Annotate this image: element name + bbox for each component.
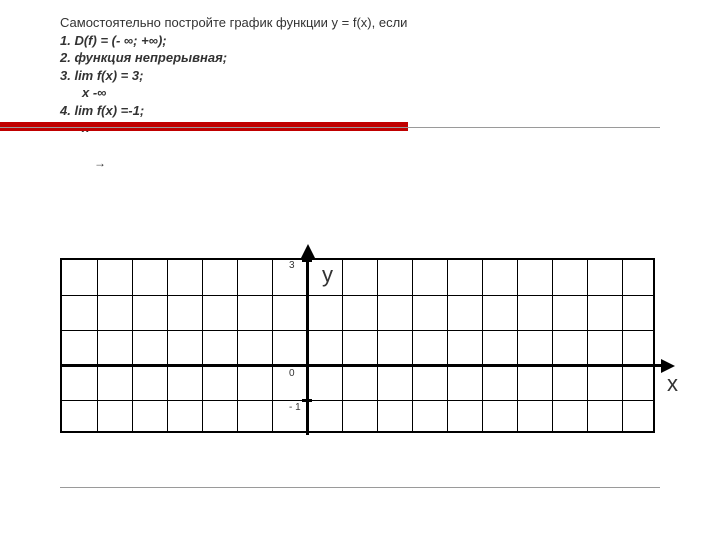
- grid-col: [482, 260, 483, 431]
- grid-col: [447, 260, 448, 431]
- grid-col: [552, 260, 553, 431]
- grid-col: [132, 260, 133, 431]
- x-axis-label: x: [667, 371, 678, 397]
- chart-grid: yx30- 1: [60, 258, 655, 433]
- bottom-divider: [60, 487, 660, 488]
- chart: yx30- 1: [60, 258, 655, 433]
- grid-col: [97, 260, 98, 431]
- grid-col: [622, 260, 623, 431]
- y-axis-arrow-icon: [301, 244, 315, 258]
- y-axis: [306, 254, 309, 435]
- grid-col: [377, 260, 378, 431]
- tick-label-3: 3: [289, 260, 295, 271]
- y-tick: [302, 399, 312, 402]
- task-text: Самостоятельно постройте график функции …: [60, 14, 660, 137]
- grid-row: [62, 330, 653, 331]
- small-arrow: →: [94, 156, 106, 170]
- task-intro: Самостоятельно постройте график функции …: [60, 14, 660, 32]
- grid-col: [342, 260, 343, 431]
- x-axis: [62, 364, 665, 367]
- grid-col: [272, 260, 273, 431]
- y-tick: [302, 259, 312, 262]
- task-line3: 3. lim f(x) = 3;: [60, 67, 660, 85]
- task-line2: 2. функция непрерывная;: [60, 49, 660, 67]
- thin-line-top: [0, 127, 660, 128]
- y-axis-label: y: [322, 262, 333, 288]
- grid-col: [237, 260, 238, 431]
- task-line4: 4. lim f(x) =-1;: [60, 102, 660, 120]
- grid-col: [202, 260, 203, 431]
- grid-row: [62, 400, 653, 401]
- grid-col: [412, 260, 413, 431]
- grid-col: [587, 260, 588, 431]
- task-line3-sub: x -∞: [60, 84, 660, 102]
- grid-col: [167, 260, 168, 431]
- grid-col: [517, 260, 518, 431]
- tick-label-minus1: - 1: [289, 402, 301, 413]
- grid-row: [62, 295, 653, 296]
- task-line1: 1. D(f) = (- ∞; +∞);: [60, 32, 660, 50]
- tick-label-0: 0: [289, 368, 295, 379]
